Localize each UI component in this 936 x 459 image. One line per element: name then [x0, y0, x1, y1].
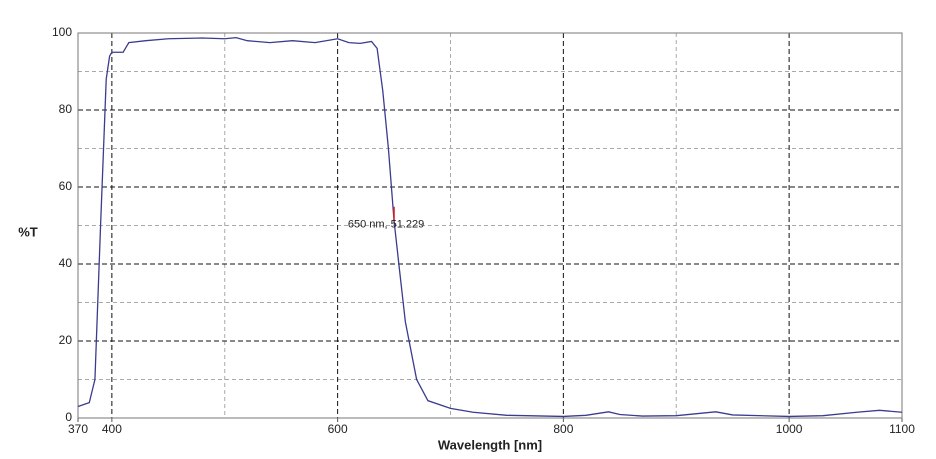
- y-tick-label: 100: [52, 25, 72, 39]
- annotation-label: 650 nm, 51.229: [348, 219, 424, 231]
- x-tick-label: 1000: [776, 422, 803, 436]
- y-tick-label: 80: [59, 102, 73, 116]
- x-axis-title: Wavelength [nm]: [438, 437, 542, 452]
- plot-frame: [77, 32, 903, 419]
- x-tick-label: 800: [553, 422, 573, 436]
- transmission-line: [77, 36, 903, 418]
- y-tick-label: 60: [59, 179, 73, 193]
- y-tick-label: 20: [59, 333, 73, 347]
- y-tick-label: 40: [59, 256, 73, 270]
- x-tick-label: 400: [102, 422, 122, 436]
- y-axis-title: %T: [18, 224, 38, 239]
- x-tick-label: 1100: [889, 422, 915, 436]
- y-tick-label: 0: [65, 410, 72, 424]
- x-tick-label: 370: [68, 422, 88, 436]
- x-tick-label: 600: [328, 422, 348, 436]
